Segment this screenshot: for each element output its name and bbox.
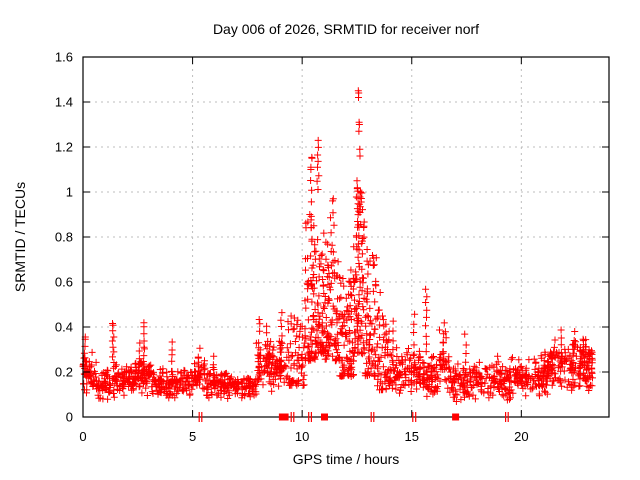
grid-lines [83, 57, 609, 417]
y-tick-label: 1.2 [55, 140, 73, 155]
plot-border [82, 56, 610, 418]
scatter-points [79, 87, 596, 405]
y-tick-label: 0.4 [55, 320, 73, 335]
zero-square-marker [281, 413, 289, 421]
y-axis-label: SRMTID / TECUs [12, 181, 28, 293]
y-tick-label: 1.4 [55, 95, 73, 110]
y-tick-label: 0 [66, 410, 73, 425]
y-tick-label: 0.8 [55, 230, 73, 245]
chart-title: Day 006 of 2026, SRMTID for receiver nor… [212, 21, 480, 37]
zero-square-marker [321, 413, 328, 421]
zero-tick-markers [198, 412, 509, 422]
x-tick-label: 20 [514, 429, 528, 444]
y-tick-label: 1.6 [55, 50, 73, 65]
x-tick-label: 5 [189, 429, 196, 444]
zero-square-marker [452, 413, 460, 421]
x-tick-label: 15 [405, 429, 419, 444]
x-tick-label: 0 [79, 429, 86, 444]
x-tick-label: 10 [295, 429, 309, 444]
x-axis-label: GPS time / hours [292, 451, 400, 467]
y-tick-label: 0.6 [55, 275, 73, 290]
y-tick-label: 0.2 [55, 365, 73, 380]
y-tick-label: 1 [66, 185, 73, 200]
